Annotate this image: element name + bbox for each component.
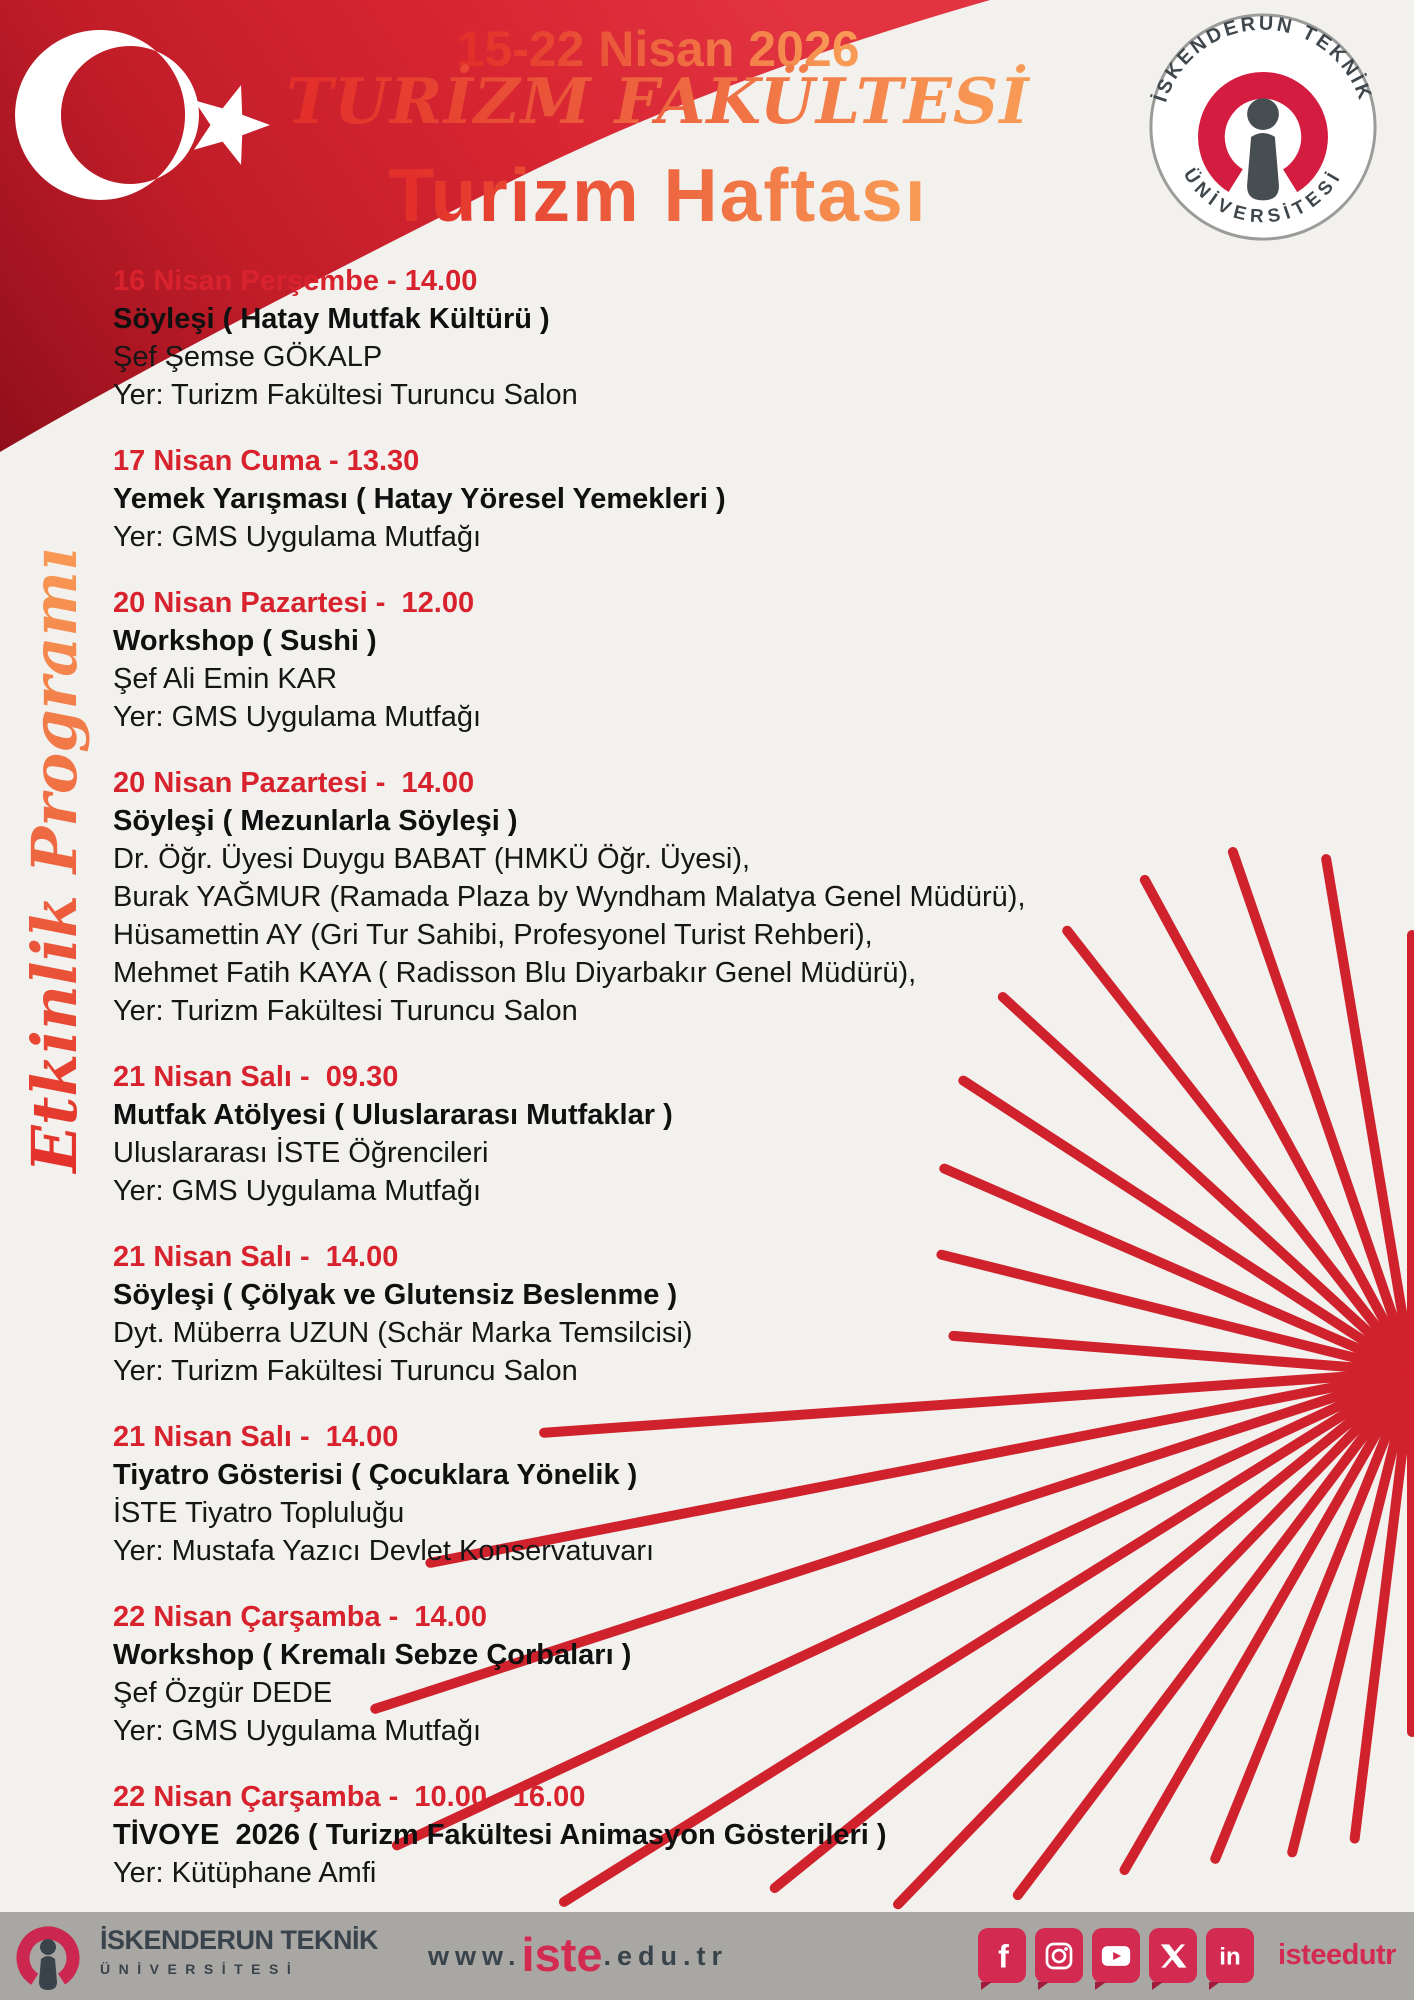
- event-detail-line: Burak YAĞMUR (Ramada Plaza by Wyndham Ma…: [113, 881, 1026, 913]
- footer-university-name: İSKENDERUN TEKNİK ÜNİVERSİTESİ: [100, 1925, 379, 1977]
- event-date: 16 Nisan Perşembe - 14.00: [113, 265, 478, 297]
- footer-university-name-line1: İSKENDERUN TEKNİK: [100, 1925, 379, 1955]
- event-date: 20 Nisan Pazartesi - 12.00: [113, 587, 475, 619]
- event-detail-line: Şef Şemse GÖKALP: [113, 341, 383, 373]
- event-detail-line: İSTE Tiyatro Topluluğu: [113, 1497, 405, 1529]
- footer-university-name-line2: ÜNİVERSİTESİ: [100, 1961, 300, 1977]
- seal-red-ring: [1198, 71, 1328, 202]
- event-date: 21 Nisan Salı - 09.30: [113, 1061, 399, 1093]
- website-brand: iste: [521, 1927, 603, 1981]
- event-date: 21 Nisan Salı - 14.00: [113, 1241, 399, 1273]
- event-date: 21 Nisan Salı - 14.00: [113, 1421, 399, 1453]
- event-details: Şef Ali Emin KAR Yer: GMS Uygulama Mutfağ…: [113, 660, 1183, 736]
- seal-person-figure: [1247, 98, 1279, 201]
- event-item: 21 Nisan Salı - 09.30 Mutfak Atölyesi ( …: [113, 1058, 1183, 1210]
- header-date-range: 15-22 Nisan 2026: [456, 21, 860, 77]
- event-title: Söyleşi ( Çölyak ve Glutensiz Beslenme ): [113, 1279, 678, 1311]
- event-date: 20 Nisan Pazartesi - 14.00: [113, 767, 475, 799]
- event-detail-line: Yer: Mustafa Yazıcı Devlet Konservatuvar…: [113, 1535, 655, 1567]
- event-title: Yemek Yarışması ( Hatay Yöresel Yemekler…: [113, 483, 726, 515]
- event-item: 22 Nisan Çarşamba - 10.00 - 16.00 TİVOYE…: [113, 1778, 1183, 1892]
- event-title: Tiyatro Gösterisi ( Çocuklara Yönelik ): [113, 1459, 638, 1491]
- page-title: Turizm Haftası: [388, 153, 928, 237]
- event-item: 20 Nisan Pazartesi - 14.00 Söyleşi ( Mez…: [113, 764, 1183, 1030]
- social-handle: isteedutr: [1278, 1939, 1396, 1971]
- event-details: Şef Özgür DEDE Yer: GMS Uygulama Mutfağı: [113, 1674, 1183, 1750]
- event-details: Dr. Öğr. Üyesi Duygu BABAT (HMKÜ Öğr. Üy…: [113, 840, 1183, 1030]
- event-title: Söyleşi ( Mezunlarla Söyleşi ): [113, 805, 518, 837]
- event-detail-line: Yer: GMS Uygulama Mutfağı: [113, 701, 482, 733]
- flag-star: [194, 85, 270, 165]
- x-icon: [1149, 1928, 1197, 1990]
- event-detail-line: Yer: Turizm Fakültesi Turuncu Salon: [113, 1355, 578, 1387]
- event-detail-line: Şef Özgür DEDE: [113, 1677, 333, 1709]
- event-detail-line: Yer: GMS Uygulama Mutfağı: [113, 1715, 482, 1747]
- event-detail-line: Şef Ali Emin KAR: [113, 663, 338, 695]
- event-detail-line: Yer: Kütüphane Amfi: [113, 1857, 377, 1889]
- event-details: Şef Şemse GÖKALP Yer: Turizm Fakültesi Tu…: [113, 338, 1183, 414]
- event-details: İSTE Tiyatro Topluluğu Yer: Mustafa Yazıc…: [113, 1494, 1183, 1570]
- event-item: 21 Nisan Salı - 14.00 Söyleşi ( Çölyak v…: [113, 1238, 1183, 1390]
- event-date: 22 Nisan Çarşamba - 10.00 - 16.00: [113, 1781, 586, 1813]
- event-detail-line: Hüsamettin AY (Gri Tur Sahibi, Profesyon…: [113, 919, 873, 951]
- university-seal-logo: İSKENDERUN TEKNİK ÜNİVERSİTESİ: [1149, 13, 1377, 241]
- event-detail-line: Yer: GMS Uygulama Mutfağı: [113, 1175, 482, 1207]
- event-item: 22 Nisan Çarşamba - 14.00 Workshop ( Kre…: [113, 1598, 1183, 1750]
- website-suffix: .edu.tr: [603, 1940, 729, 1971]
- event-detail-line: Yer: Turizm Fakültesi Turuncu Salon: [113, 995, 578, 1027]
- event-details: Yer: GMS Uygulama Mutfağı: [113, 518, 1183, 556]
- youtube-icon: [1092, 1928, 1140, 1990]
- side-label-etkinlik-programi: Etkinlik Programı: [12, 520, 98, 1200]
- faculty-name: TURİZM FAKÜLTESİ: [286, 64, 1030, 138]
- event-title: TİVOYE 2026 ( Turizm Fakültesi Animasyon…: [113, 1819, 887, 1851]
- event-item: 16 Nisan Perşembe - 14.00 Söyleşi ( Hata…: [113, 262, 1183, 414]
- website-prefix: www.: [428, 1940, 522, 1971]
- event-detail-line: Yer: Turizm Fakültesi Turuncu Salon: [113, 379, 578, 411]
- website-url: www. iste .edu.tr: [428, 1912, 728, 2000]
- event-details: Uluslararası İSTE Öğrencileri Yer: GMS Uy…: [113, 1134, 1183, 1210]
- footer-bar: İSKENDERUN TEKNİK ÜNİVERSİTESİ www. iste…: [0, 1912, 1414, 2000]
- event-details: Dyt. Müberra UZUN (Schär Marka Temsilcis…: [113, 1314, 1183, 1390]
- footer-university-logo: [16, 1926, 80, 1990]
- event-title: Mutfak Atölyesi ( Uluslararası Mutfaklar…: [113, 1099, 673, 1131]
- svg-text:f: f: [998, 1939, 1009, 1973]
- linkedin-icon: in: [1206, 1928, 1254, 1990]
- event-title: Söyleşi ( Hatay Mutfak Kültürü ): [113, 303, 550, 335]
- event-item: 20 Nisan Pazartesi - 12.00 Workshop ( Su…: [113, 584, 1183, 736]
- event-title: Workshop ( Sushi ): [113, 625, 377, 657]
- event-details: Yer: Kütüphane Amfi: [113, 1854, 1183, 1892]
- event-detail-line: Yer: GMS Uygulama Mutfağı: [113, 521, 482, 553]
- event-title: Workshop ( Kremalı Sebze Çorbaları ): [113, 1639, 632, 1671]
- event-detail-line: Mehmet Fatih KAYA ( Radisson Blu Diyarba…: [113, 957, 917, 989]
- svg-text:in: in: [1219, 1943, 1240, 1970]
- event-date: 17 Nisan Cuma - 13.30: [113, 445, 420, 477]
- footer-logo-person-figure: [39, 1939, 57, 1990]
- event-date: 22 Nisan Çarşamba - 14.00: [113, 1601, 487, 1633]
- event-detail-line: Dr. Öğr. Üyesi Duygu BABAT (HMKÜ Öğr. Üy…: [113, 843, 751, 875]
- event-detail-line: Dyt. Müberra UZUN (Schär Marka Temsilcis…: [113, 1317, 693, 1349]
- event-detail-line: Uluslararası İSTE Öğrencileri: [113, 1137, 489, 1169]
- social-icons-row: f: [978, 1928, 1254, 1990]
- event-item: 17 Nisan Cuma - 13.30 Yemek Yarışması ( …: [113, 442, 1183, 556]
- event-item: 21 Nisan Salı - 14.00 Tiyatro Gösterisi …: [113, 1418, 1183, 1570]
- facebook-icon: f: [978, 1928, 1026, 1990]
- turkish-flag-decoration: [0, 0, 990, 452]
- instagram-icon: [1035, 1928, 1083, 1990]
- event-program-list: 16 Nisan Perşembe - 14.00 Söyleşi ( Hata…: [113, 262, 1183, 1920]
